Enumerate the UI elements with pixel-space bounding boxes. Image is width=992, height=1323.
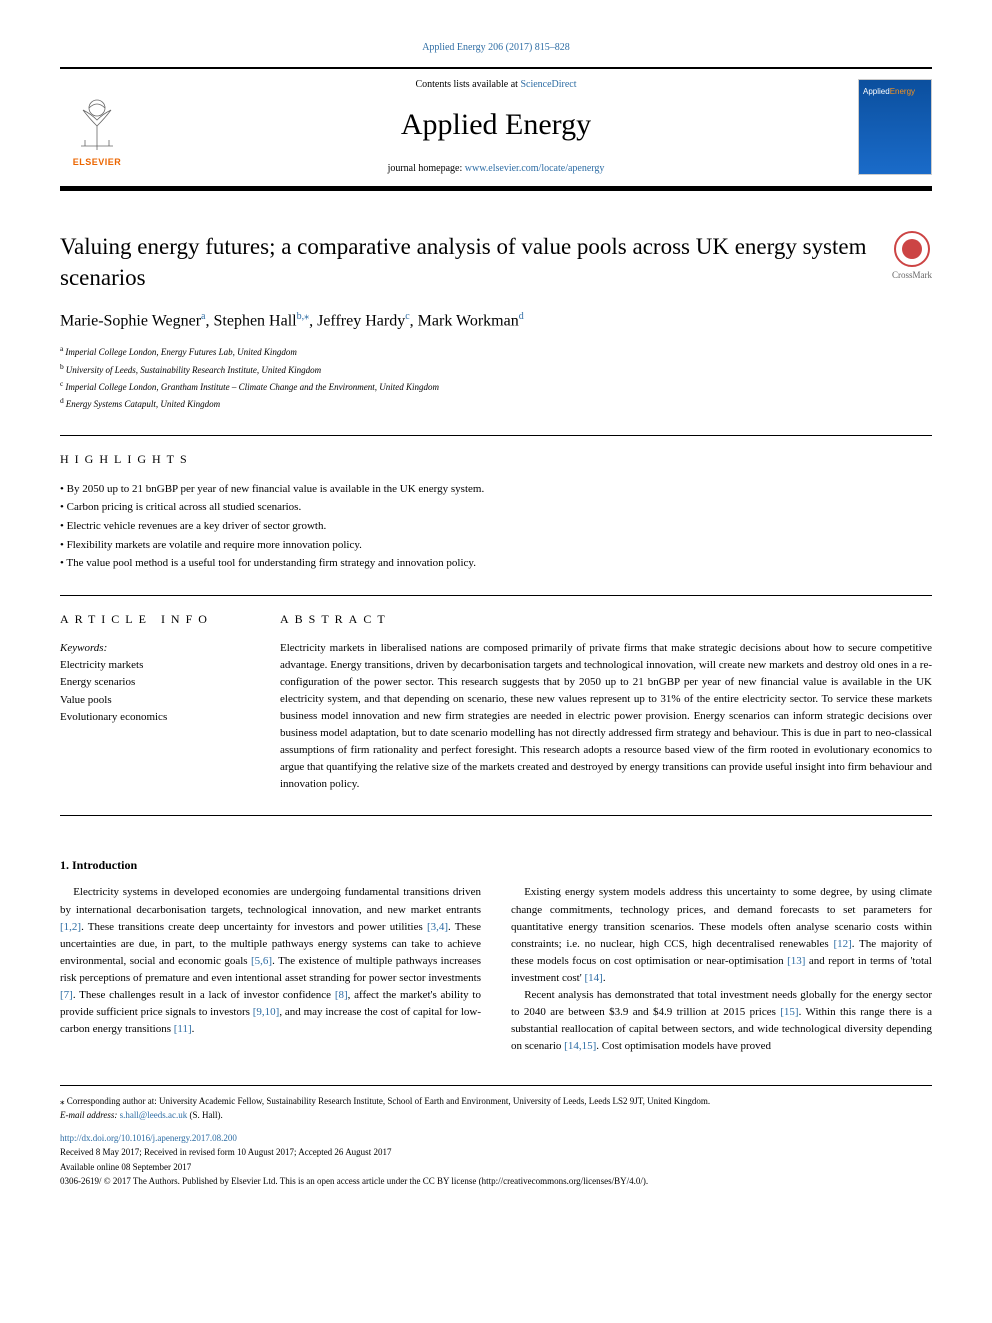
sciencedirect-link[interactable]: ScienceDirect — [520, 79, 576, 90]
citation-link[interactable]: [11] — [174, 1023, 192, 1035]
keyword: Energy scenarios — [60, 674, 240, 692]
highlight-item: The value pool method is a useful tool f… — [60, 554, 932, 573]
author: Mark Workman — [418, 312, 519, 329]
author-aff-marker: d — [519, 311, 524, 322]
abstract-text: Electricity markets in liberalised natio… — [280, 640, 932, 793]
affiliation: cImperial College London, Grantham Insti… — [60, 378, 932, 395]
author: Stephen Hall — [214, 312, 297, 329]
affiliation: bUniversity of Leeds, Sustainability Res… — [60, 361, 932, 378]
journal-homepage: journal homepage: www.elsevier.com/locat… — [154, 161, 838, 176]
corresponding-author: ⁎ Corresponding author at: University Ac… — [60, 1094, 932, 1108]
elsevier-tree-icon — [71, 96, 123, 152]
author-list: Marie-Sophie Wegnera, Stephen Hallb,⁎, J… — [60, 309, 932, 333]
highlights-section: HIGHLIGHTS By 2050 up to 21 bnGBP per ye… — [60, 450, 932, 573]
author-aff-marker: b,⁎ — [297, 311, 310, 322]
crossmark-badge[interactable]: CrossMark — [892, 231, 932, 283]
citation-link[interactable]: [7] — [60, 989, 73, 1001]
copyright-line: 0306-2619/ © 2017 The Authors. Published… — [60, 1174, 932, 1188]
journal-homepage-link[interactable]: www.elsevier.com/locate/apenergy — [465, 163, 605, 174]
citation-link[interactable]: [15] — [780, 1006, 798, 1018]
intro-heading: 1. Introduction — [60, 856, 932, 874]
contents-available: Contents lists available at ScienceDirec… — [154, 77, 838, 92]
article-footer: ⁎ Corresponding author at: University Ac… — [60, 1085, 932, 1188]
highlight-item: Flexibility markets are volatile and req… — [60, 536, 932, 555]
author: Marie-Sophie Wegner — [60, 312, 201, 329]
highlight-item: By 2050 up to 21 bnGBP per year of new f… — [60, 480, 932, 499]
journal-title: Applied Energy — [154, 102, 838, 147]
citation-link[interactable]: [8] — [335, 989, 348, 1001]
journal-header: ELSEVIER Contents lists available at Sci… — [60, 67, 932, 191]
email-line: E-mail address: s.hall@leeds.ac.uk (S. H… — [60, 1108, 932, 1122]
keywords-list: Electricity marketsEnergy scenariosValue… — [60, 657, 240, 727]
keyword: Electricity markets — [60, 657, 240, 675]
author: Jeffrey Hardy — [317, 312, 405, 329]
keywords-label: Keywords: — [60, 640, 240, 657]
elsevier-wordmark: ELSEVIER — [73, 156, 122, 170]
citation-link[interactable]: [13] — [787, 955, 805, 967]
author-aff-marker: c — [405, 311, 409, 322]
crossmark-icon — [894, 231, 930, 267]
keyword: Evolutionary economics — [60, 709, 240, 727]
affiliation: dEnergy Systems Catapult, United Kingdom — [60, 395, 932, 412]
citation-link[interactable]: [3,4] — [427, 921, 448, 933]
intro-body: Electricity systems in developed economi… — [60, 884, 932, 1054]
citation-link[interactable]: [9,10] — [253, 1006, 280, 1018]
doi-link[interactable]: http://dx.doi.org/10.1016/j.apenergy.201… — [60, 1131, 932, 1145]
received-dates: Received 8 May 2017; Received in revised… — [60, 1145, 932, 1159]
affiliation-list: aImperial College London, Energy Futures… — [60, 343, 932, 412]
elsevier-logo[interactable]: ELSEVIER — [60, 84, 134, 170]
highlights-heading: HIGHLIGHTS — [60, 450, 932, 468]
article-title: Valuing energy futures; a comparative an… — [60, 231, 872, 293]
keyword: Value pools — [60, 692, 240, 710]
article-info-heading: ARTICLE INFO — [60, 610, 240, 628]
issue-citation[interactable]: Applied Energy 206 (2017) 815–828 — [60, 40, 932, 55]
highlight-item: Electric vehicle revenues are a key driv… — [60, 517, 932, 536]
author-aff-marker: a — [201, 311, 205, 322]
citation-link[interactable]: [14,15] — [564, 1040, 596, 1052]
available-online: Available online 08 September 2017 — [60, 1160, 932, 1174]
citation-link[interactable]: [1,2] — [60, 921, 81, 933]
highlight-item: Carbon pricing is critical across all st… — [60, 498, 932, 517]
affiliation: aImperial College London, Energy Futures… — [60, 343, 932, 360]
abstract-heading: ABSTRACT — [280, 610, 932, 628]
email-link[interactable]: s.hall@leeds.ac.uk — [120, 1110, 188, 1120]
citation-link[interactable]: [14] — [584, 972, 602, 984]
journal-cover-thumb[interactable]: AppliedEnergy — [858, 79, 932, 175]
citation-link[interactable]: [12] — [833, 938, 851, 950]
citation-link[interactable]: [5,6] — [251, 955, 272, 967]
